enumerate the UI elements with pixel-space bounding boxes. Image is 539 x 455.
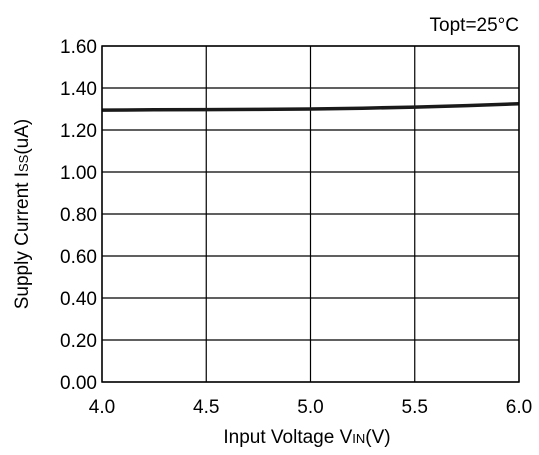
x-axis-title: Input Voltage VIN(V) (223, 427, 390, 448)
y-tick-label: 0.00 (60, 373, 97, 394)
x-tick-label: 5.0 (297, 397, 323, 418)
x-tick-labels: 4.0 4.5 5.0 5.5 6.0 (89, 397, 532, 418)
y-tick-label: 1.40 (60, 79, 97, 100)
condition-annotation: Topt=25°C (430, 15, 519, 36)
y-tick-labels: 0.00 0.20 0.40 0.60 0.80 1.00 1.20 1.40 1.60 (60, 37, 97, 394)
y-tick-label: 1.60 (60, 37, 97, 58)
x-tick-label: 4.5 (193, 397, 219, 418)
grid-lines (101, 45, 520, 383)
y-tick-label: 0.20 (60, 331, 97, 352)
y-axis-title-tail: (uA) (12, 119, 33, 155)
y-tick-label: 1.20 (60, 121, 97, 142)
x-tick-label: 5.5 (402, 397, 428, 418)
x-axis-title-main: Input Voltage V (223, 427, 352, 448)
y-tick-label: 0.80 (60, 205, 97, 226)
y-axis-title-main: Supply Current I (12, 172, 33, 309)
x-axis-title-sub: IN (352, 431, 365, 446)
x-tick-label: 6.0 (506, 397, 532, 418)
y-axis-title-sub: SS (16, 154, 31, 172)
data-series (101, 102, 520, 112)
y-tick-label: 0.40 (60, 289, 97, 310)
x-tick-label: 4.0 (89, 397, 115, 418)
y-axis-title: Supply Current ISS(uA) (12, 119, 33, 310)
x-axis-title-tail: (V) (365, 427, 390, 448)
y-tick-label: 1.00 (60, 163, 97, 184)
plot-frame (101, 45, 520, 383)
series-line-0 (101, 102, 520, 112)
y-tick-label: 0.60 (60, 247, 97, 268)
